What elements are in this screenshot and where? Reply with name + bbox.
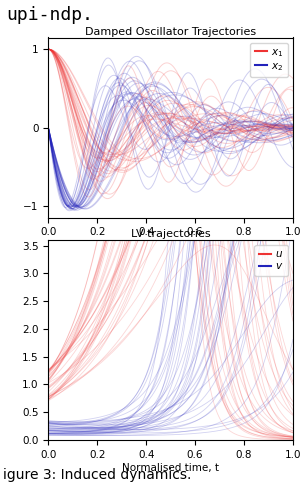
Title: LV trajectories: LV trajectories (131, 229, 210, 239)
Text: igure 3: Induced dynamics.: igure 3: Induced dynamics. (3, 468, 191, 482)
Legend: $x_1$, $x_2$: $x_1$, $x_2$ (250, 42, 288, 76)
Title: Damped Oscillator Trajectories: Damped Oscillator Trajectories (85, 26, 256, 36)
X-axis label: Normalised time, t: Normalised time, t (122, 462, 219, 472)
Text: upi-ndp.: upi-ndp. (6, 6, 93, 24)
Legend: $u$, $v$: $u$, $v$ (255, 245, 288, 276)
X-axis label: Normalised time, t: Normalised time, t (122, 240, 219, 250)
